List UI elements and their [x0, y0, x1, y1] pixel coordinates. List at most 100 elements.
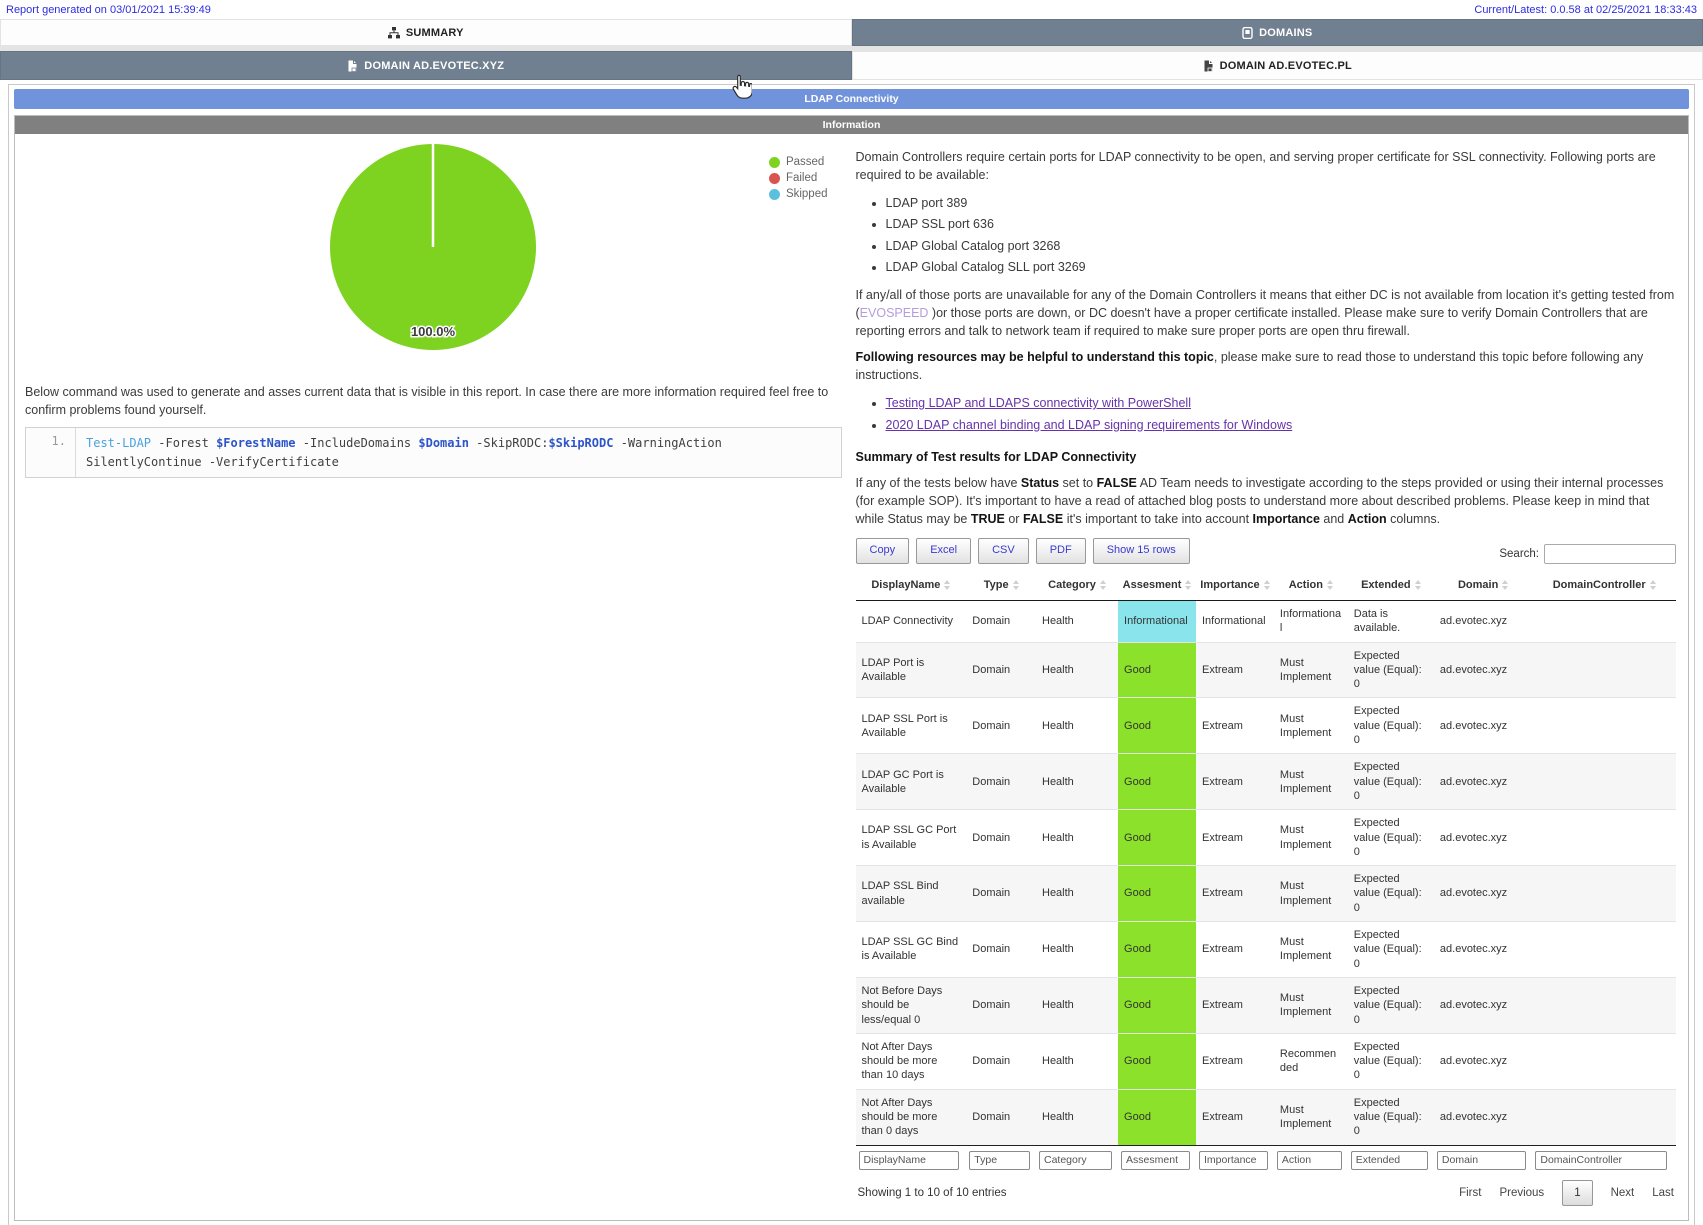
tab-domain-ad-evotec-pl[interactable]: DOMAIN AD.EVOTEC.PL — [851, 51, 1703, 80]
column-header[interactable]: Assesment — [1118, 572, 1196, 602]
cell-action: Must Implement — [1273, 753, 1348, 810]
column-header[interactable]: Extended — [1347, 572, 1434, 602]
code-line-number: 1. — [26, 428, 76, 478]
filter-cell — [966, 1145, 1036, 1172]
legend-label: Skipped — [785, 188, 828, 200]
cell-assesment: Good — [1118, 921, 1196, 978]
pie-chart-svg: 100.0% — [330, 144, 537, 350]
page-icon — [1203, 60, 1214, 72]
cell-category: Health — [1036, 865, 1119, 922]
summary-search-input[interactable] — [1544, 544, 1676, 565]
tab-domains[interactable]: DOMAINS — [851, 19, 1703, 46]
pagination-first[interactable]: First — [1459, 1186, 1482, 1199]
table-row: LDAP SSL Bind available Domain Health Go… — [855, 865, 1676, 922]
divider — [0, 80, 1703, 84]
column-filter-input[interactable] — [1121, 1150, 1191, 1170]
cell-category: Health — [1036, 641, 1119, 698]
pagination-page-1[interactable]: 1 — [1562, 1179, 1593, 1207]
table-row: LDAP SSL Port is Available Domain Health… — [855, 697, 1676, 754]
column-filter-input[interactable] — [1198, 1150, 1269, 1170]
cell-type: Domain — [966, 641, 1036, 698]
column-header[interactable]: Importance — [1195, 572, 1274, 602]
tab-summary-label: SUMMARY — [405, 26, 464, 39]
cell-category: Health — [1036, 921, 1119, 978]
cell-category: Health — [1036, 600, 1119, 643]
cell-action: Must Implement — [1273, 865, 1348, 922]
legend-item[interactable]: Skipped — [768, 188, 828, 200]
code-token: -SkipRODC: — [468, 436, 549, 450]
cell-importance: Extream — [1195, 921, 1274, 978]
summary-text-part: TRUE — [970, 512, 1005, 526]
cell-category: Health — [1036, 976, 1119, 1034]
cell-importance: Extream — [1195, 753, 1274, 810]
legend-item[interactable]: Passed — [768, 156, 828, 168]
cell-extended: Expected value (Equal): 0 — [1347, 809, 1434, 866]
summary-table-body: LDAP Connectivity Domain Health Informat… — [855, 600, 1676, 1146]
section-title-bar: LDAP Connectivity — [14, 89, 1689, 109]
code-token: $Domain — [418, 436, 469, 450]
pagination-last[interactable]: Last — [1652, 1186, 1674, 1199]
summary-paragraph: If any of the tests below have Status se… — [856, 474, 1677, 528]
toolbar-button[interactable]: CSV — [978, 538, 1029, 565]
legend-item[interactable]: Failed — [768, 172, 828, 184]
resource-link[interactable]: Testing LDAP and LDAPS connectivity with… — [885, 396, 1191, 411]
cell-domain: ad.evotec.xyz — [1433, 697, 1533, 754]
port-list-item: LDAP Global Catalog port 3268 — [886, 237, 1677, 255]
cell-displayname: Not Before Days should be less/equal 0 — [855, 976, 967, 1034]
summary-header-row: DisplayName Type Category Assesment Impo… — [855, 572, 1676, 602]
pagination-previous[interactable]: Previous — [1499, 1186, 1545, 1199]
column-filter-input[interactable] — [858, 1150, 960, 1170]
column-filter-input[interactable] — [1276, 1150, 1343, 1170]
cell-type: Domain — [966, 809, 1036, 866]
column-filter-input[interactable] — [1436, 1150, 1526, 1170]
cell-domain: ad.evotec.xyz — [1433, 641, 1533, 698]
summary-text-part: FALSE — [1022, 512, 1064, 526]
ldap-connectivity-section: LDAP Connectivity Information 100.0% — [8, 84, 1695, 1225]
firewall-text-cont: )or those ports are down, or DC doesn't … — [855, 305, 1648, 338]
cell-domain: ad.evotec.xyz — [1433, 865, 1533, 922]
column-header-label: DisplayName — [871, 579, 941, 592]
column-header[interactable]: Category — [1036, 572, 1119, 602]
tab-domain-ad-evotec-xyz[interactable]: DOMAIN AD.EVOTEC.XYZ — [0, 51, 852, 80]
cell-displayname: LDAP SSL GC Bind is Available — [855, 921, 967, 978]
toolbar-button[interactable]: Show 15 rows — [1092, 538, 1190, 565]
cell-action: Must Implement — [1273, 976, 1348, 1034]
pagination-next[interactable]: Next — [1610, 1186, 1635, 1199]
filter-cell — [1118, 1145, 1196, 1172]
filter-cell — [856, 1145, 967, 1172]
resources-rest-text: , please make sure to read those to unde… — [855, 350, 1644, 383]
sort-icon — [1185, 580, 1192, 591]
summary-table: DisplayName Type Category Assesment Impo… — [855, 572, 1676, 1172]
summary-pagination: First Previous 1 Next Last — [1441, 1179, 1674, 1207]
column-filter-input[interactable] — [1350, 1150, 1428, 1170]
column-header-label: Category — [1048, 579, 1096, 592]
column-header[interactable]: DisplayName — [855, 572, 967, 602]
cell-importance: Extream — [1195, 697, 1274, 754]
sort-icon — [1414, 580, 1421, 591]
column-filter-input[interactable] — [1535, 1150, 1668, 1170]
cell-assesment: Good — [1118, 753, 1196, 810]
code-token: -IncludeDomains — [295, 436, 419, 450]
column-header[interactable]: Domain — [1433, 572, 1533, 602]
cell-assesment: Informational — [1118, 600, 1196, 643]
column-filter-input[interactable] — [1039, 1150, 1112, 1170]
tab-summary[interactable]: SUMMARY — [0, 19, 852, 46]
top-tab-row: SUMMARY DOMAINS — [0, 19, 1703, 46]
sort-icon — [1263, 580, 1270, 591]
resource-link[interactable]: 2020 LDAP channel binding and LDAP signi… — [885, 417, 1293, 432]
column-filter-input[interactable] — [969, 1150, 1031, 1170]
table-row: Not After Days should be more than 10 da… — [855, 1032, 1676, 1090]
cell-importance: Extream — [1195, 1088, 1274, 1146]
page-icon — [347, 60, 358, 72]
legend-dot — [768, 188, 780, 200]
toolbar-button[interactable]: PDF — [1035, 538, 1086, 565]
column-header[interactable]: DomainController — [1532, 572, 1676, 602]
column-header[interactable]: Type — [966, 572, 1036, 602]
cell-domaincontroller — [1532, 641, 1676, 698]
column-header[interactable]: Action — [1273, 572, 1348, 602]
toolbar-button[interactable]: Excel — [916, 538, 972, 565]
filter-cell — [1434, 1145, 1532, 1172]
table-row: Not After Days should be more than 0 day… — [855, 1088, 1676, 1146]
toolbar-button[interactable]: Copy — [855, 538, 910, 565]
summary-text-part: Status — [1020, 475, 1060, 490]
